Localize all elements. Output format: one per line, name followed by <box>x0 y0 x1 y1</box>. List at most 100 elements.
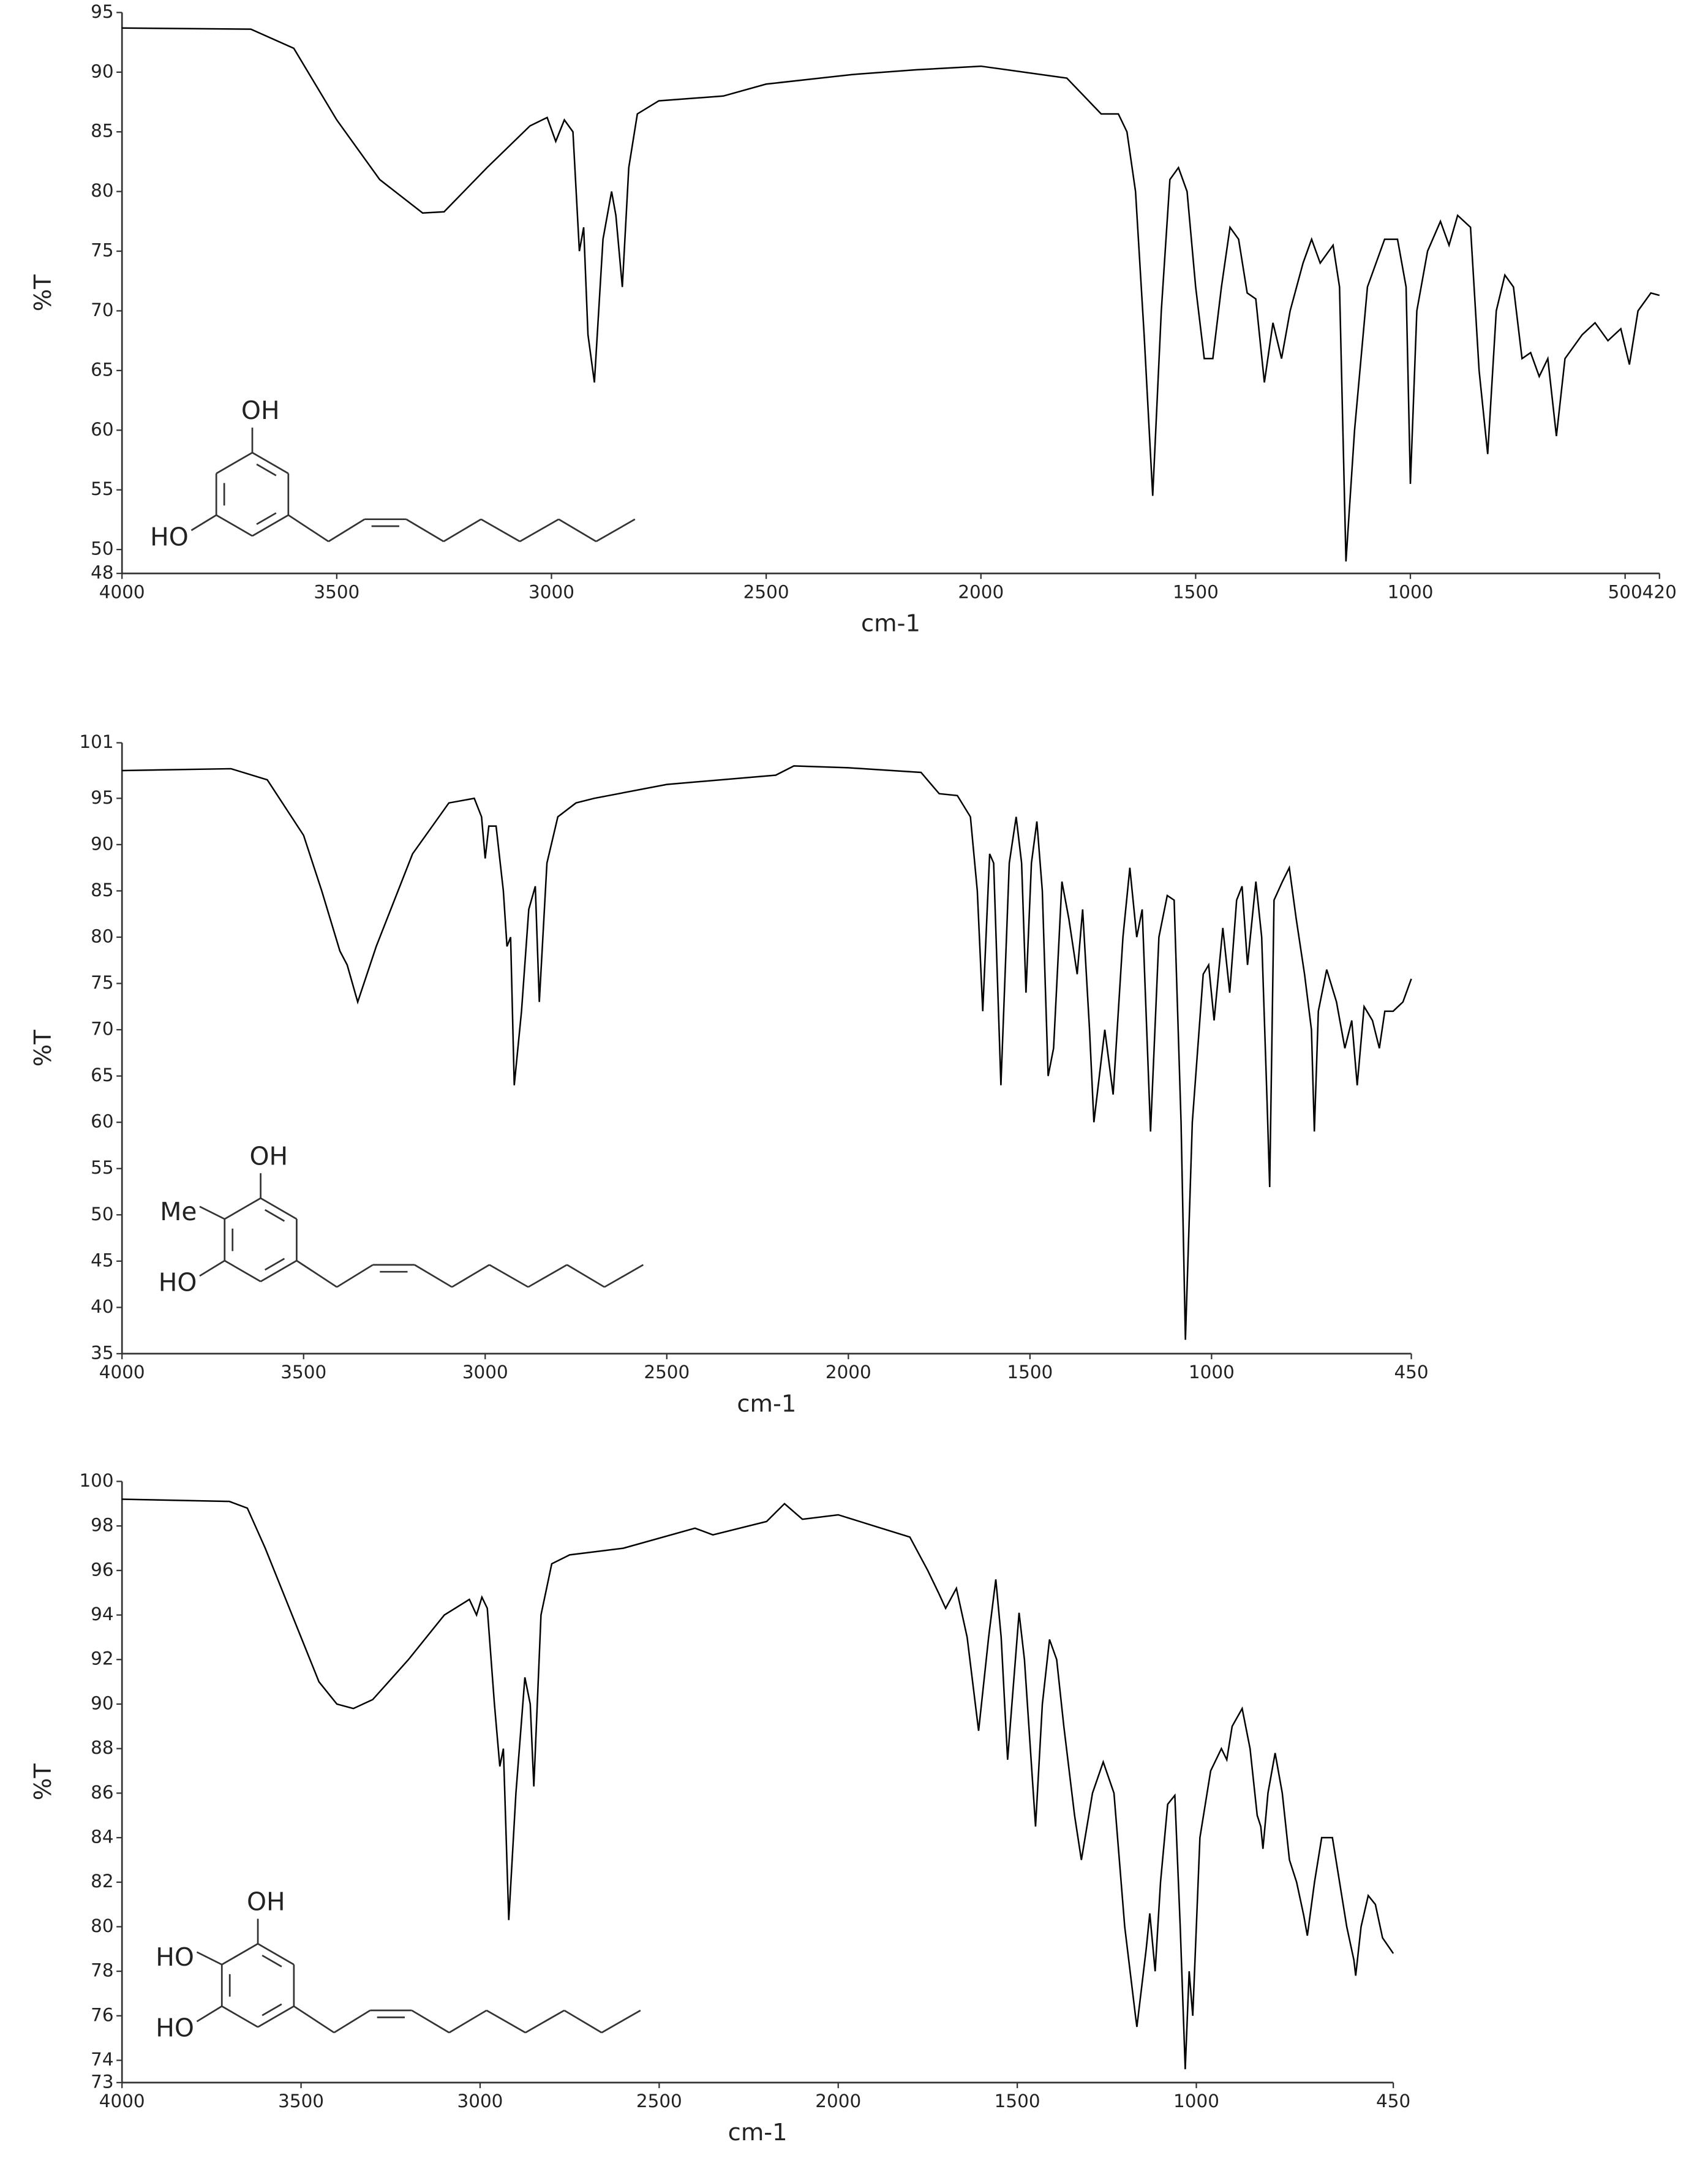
x-axis-label: cm-1 <box>737 1390 796 1417</box>
y-axis-label: %T <box>29 274 57 312</box>
y-tick-label: 50 <box>91 538 113 559</box>
chain-bond <box>486 2009 526 2034</box>
chain-bond <box>451 1264 490 1288</box>
molecule-label: HO <box>156 2013 194 2043</box>
ring-double-bond <box>264 1258 285 1271</box>
x-axis-label: cm-1 <box>728 2119 788 2146</box>
ring-double-bond <box>256 512 277 526</box>
y-tick-label: 55 <box>91 478 113 499</box>
molecule-label: HO <box>159 1268 197 1297</box>
chain-bond <box>405 518 445 543</box>
chain-bond <box>489 1264 529 1288</box>
molecule-label: OH <box>241 396 280 425</box>
x-tick-label: 1000 <box>1189 1362 1235 1383</box>
chain-bond <box>328 518 366 543</box>
y-axis-label: %T <box>29 1030 57 1067</box>
ring-double-bond <box>261 1955 282 1968</box>
x-tick-label: 3000 <box>457 2091 503 2111</box>
x-tick-label: 4000 <box>99 2091 145 2111</box>
chain-bond <box>333 2009 371 2034</box>
x-tick-label: 1500 <box>995 2091 1040 2111</box>
chain-bond <box>411 2009 450 2034</box>
x-tick-label: 3500 <box>314 581 359 602</box>
y-tick-label: 85 <box>91 121 113 141</box>
y-tick-label: 85 <box>91 880 113 900</box>
y-tick-label: 92 <box>91 1648 113 1669</box>
y-tick-label: 90 <box>91 1692 113 1713</box>
x-tick-label: 500 <box>1608 581 1642 602</box>
substituent-bond <box>199 1205 225 1220</box>
x-tick-label: 2000 <box>958 581 1004 602</box>
x-tick-label: 450 <box>1376 2091 1410 2111</box>
ring-bond <box>224 1197 261 1220</box>
spectrum-line <box>122 765 1412 1340</box>
y-tick-label: 73 <box>91 2071 113 2092</box>
x-tick-label: 4000 <box>99 581 145 602</box>
y-tick-label: 84 <box>91 1827 113 1847</box>
y-tick-label: 76 <box>91 2004 113 2025</box>
chain-bond <box>293 2005 335 2034</box>
y-tick-label: 45 <box>91 1250 113 1270</box>
x-tick-label: 1000 <box>1388 581 1434 602</box>
ring-double-bond <box>256 463 277 477</box>
y-tick-label: 80 <box>91 1915 113 1936</box>
y-tick-label: 70 <box>91 300 113 320</box>
y-tick-label: 95 <box>91 787 113 808</box>
x-tick-label: 1500 <box>1007 1362 1053 1383</box>
ring-bond <box>252 451 289 475</box>
y-axis-label: %T <box>29 1764 57 1801</box>
ring-bond <box>221 1943 258 1966</box>
ring-bond <box>260 1197 298 1220</box>
spectrum-line <box>122 27 1660 562</box>
y-tick-label: 101 <box>79 731 113 752</box>
x-tick-label: 450 <box>1394 1362 1428 1383</box>
spectrum-line <box>122 1498 1394 2070</box>
y-tick-label: 60 <box>91 1111 113 1132</box>
chain-bond <box>525 2009 565 2034</box>
y-tick-label: 65 <box>91 359 113 380</box>
chain-bond <box>558 518 597 543</box>
x-tick-label: 420 <box>1642 581 1677 602</box>
y-tick-label: 88 <box>91 1737 113 1758</box>
ring-bond <box>216 451 253 475</box>
ring-bond <box>216 514 253 537</box>
y-tick-label: 80 <box>91 180 113 201</box>
chain-bond <box>527 1264 568 1288</box>
chain-bond <box>414 1264 453 1288</box>
chain-bond <box>563 2009 603 2034</box>
x-tick-label: 2000 <box>815 2091 861 2111</box>
y-tick-label: 75 <box>91 972 113 993</box>
ring-bond <box>252 514 289 537</box>
x-tick-label: 2500 <box>636 2091 682 2111</box>
y-tick-label: 65 <box>91 1065 113 1085</box>
y-tick-label: 82 <box>91 1871 113 1892</box>
chain-bond <box>601 2009 641 2034</box>
y-tick-label: 48 <box>91 562 113 583</box>
x-axis-label: cm-1 <box>861 609 920 637</box>
y-tick-label: 60 <box>91 419 113 440</box>
x-tick-label: 2500 <box>644 1362 690 1383</box>
chain-bond <box>519 518 559 543</box>
ring-bond <box>221 2005 258 2028</box>
x-tick-label: 3000 <box>462 1362 508 1383</box>
molecule-label: Me <box>160 1197 197 1226</box>
substituent-bond <box>190 514 217 531</box>
x-tick-label: 2500 <box>743 581 789 602</box>
y-tick-label: 78 <box>91 1960 113 1981</box>
y-tick-label: 74 <box>91 2049 113 2070</box>
y-tick-label: 35 <box>91 1342 113 1363</box>
x-tick-label: 3500 <box>280 1362 326 1383</box>
chain-bond <box>296 1259 337 1288</box>
ring-bond <box>260 1259 298 1283</box>
x-tick-label: 3500 <box>278 2091 324 2111</box>
x-tick-label: 3000 <box>529 581 574 602</box>
ring-bond <box>257 1943 295 1966</box>
y-tick-label: 86 <box>91 1782 113 1803</box>
chain-bond <box>604 1264 644 1288</box>
chain-bond <box>443 518 482 543</box>
chain-bond <box>288 514 329 543</box>
x-tick-label: 4000 <box>99 1362 145 1383</box>
chain-bond <box>336 1264 374 1288</box>
